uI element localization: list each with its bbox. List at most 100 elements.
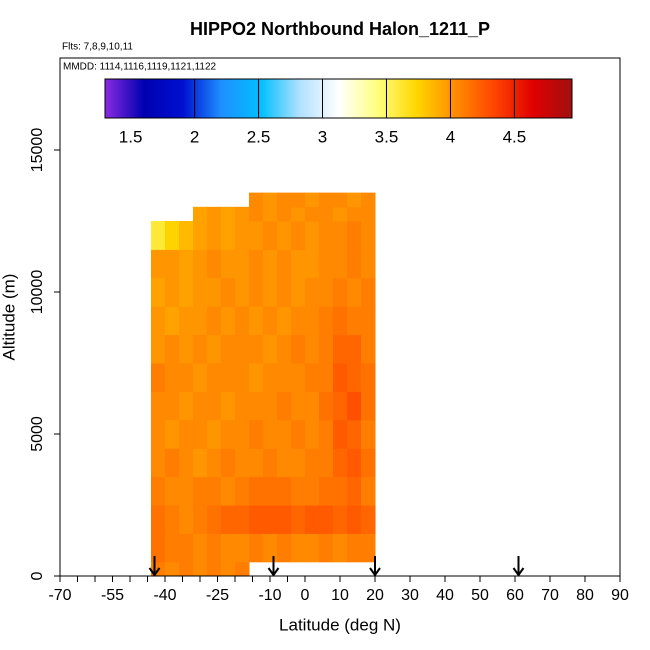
heatmap-cell: [193, 505, 208, 534]
x-tick-label: -40: [153, 587, 176, 604]
heatmap-cell: [207, 448, 222, 478]
heatmap-cell: [291, 476, 306, 506]
heatmap-cell: [207, 391, 222, 421]
heatmap-cell: [333, 221, 348, 250]
heatmap-cell: [361, 391, 376, 421]
heatmap-cell: [263, 391, 278, 421]
heatmap-cell: [165, 533, 180, 563]
heatmap-cell: [165, 505, 180, 534]
heatmap-cell: [333, 448, 348, 478]
arrow: [512, 556, 525, 577]
heatmap-cell: [361, 533, 376, 563]
heatmap-cell: [305, 391, 320, 421]
heatmap-cell: [193, 221, 208, 250]
heatmap-cell: [179, 363, 194, 392]
colorbar: [104, 78, 573, 119]
heatmap-cell: [249, 363, 264, 392]
heatmap-cell: [333, 419, 348, 449]
heatmap-cell: [249, 419, 264, 449]
x-tick-label: 50: [471, 587, 489, 604]
heatmap-cell: [207, 505, 222, 534]
heatmap-cell: [333, 334, 348, 364]
heatmap-cell: [319, 334, 334, 364]
heatmap-cell: [221, 561, 236, 577]
heatmap-cell: [291, 505, 306, 534]
heatmap-cell: [361, 334, 376, 364]
heatmap-cell: [235, 476, 250, 506]
heatmap-cell: [319, 391, 334, 421]
heatmap-cell: [151, 448, 166, 478]
heatmap-cell: [305, 249, 320, 279]
heatmap-cell: [277, 221, 292, 250]
heatmap-cell: [249, 306, 264, 336]
colorbar-tick-label: 1.5: [119, 127, 143, 146]
heatmap-cell: [319, 476, 334, 506]
heatmap-cell: [361, 476, 376, 506]
heatmap-cell: [347, 391, 362, 421]
heatmap-cell: [305, 533, 320, 563]
heatmap-cell: [207, 419, 222, 449]
heatmap-cell: [305, 306, 320, 336]
heatmap-cell: [179, 334, 194, 364]
heatmap-cell: [263, 419, 278, 449]
arrow-head: [148, 567, 161, 577]
heatmap-cell: [277, 448, 292, 478]
heatmap-cell: [151, 391, 166, 421]
annotation: MMDD: 1114,1116,1119,1121,1122: [63, 62, 217, 73]
x-tick-label: -55: [101, 587, 124, 604]
heatmap-cell: [179, 561, 194, 577]
heatmap-cell: [319, 533, 334, 563]
heatmap-cell: [319, 249, 334, 279]
heatmap-cell: [277, 476, 292, 506]
heatmap-cell: [249, 249, 264, 279]
heatmap-cell: [291, 533, 306, 563]
heatmap-cell: [361, 505, 376, 534]
heatmap-cell: [235, 306, 250, 336]
heatmap-cell: [361, 206, 376, 222]
heatmap-cell: [347, 505, 362, 534]
y-tick-label: 5000: [29, 416, 46, 452]
heatmap-cell: [333, 391, 348, 421]
heatmap-cell: [347, 419, 362, 449]
heatmap-cell: [333, 249, 348, 279]
heatmap-cell: [207, 249, 222, 279]
heatmap-cell: [249, 448, 264, 478]
heatmap-cell: [347, 206, 362, 222]
heatmap-cell: [193, 277, 208, 307]
x-tick-label: 70: [541, 587, 559, 604]
heatmap-cell: [291, 391, 306, 421]
heatmap-cell: [193, 363, 208, 392]
heatmap-cell: [333, 306, 348, 336]
heatmap-cell: [319, 505, 334, 534]
heatmap-cell: [263, 505, 278, 534]
heatmap-cell: [193, 561, 208, 577]
heatmap-cell: [277, 192, 292, 208]
heatmap-cell: [193, 334, 208, 364]
heatmap-cell: [165, 363, 180, 392]
heatmap-cell: [151, 249, 166, 279]
heatmap-cell: [263, 448, 278, 478]
heatmap-cell: [263, 334, 278, 364]
heatmap-cell: [235, 505, 250, 534]
x-tick-label: 30: [401, 587, 419, 604]
heatmap-cell: [361, 363, 376, 392]
heatmap-cell: [291, 363, 306, 392]
heatmap-cell: [277, 363, 292, 392]
heatmap-cell: [165, 561, 180, 577]
heatmap-cell: [291, 306, 306, 336]
heatmap-cell: [193, 419, 208, 449]
colorbar-tick-label: 3: [318, 127, 327, 146]
heatmap-cell: [361, 306, 376, 336]
heatmap-cell: [151, 533, 166, 563]
heatmap-cell: [277, 391, 292, 421]
heatmap-cell: [277, 533, 292, 563]
heatmap-cell: [333, 206, 348, 222]
heatmap-cell: [277, 206, 292, 222]
arrow-head: [512, 567, 525, 577]
heatmap-cell: [165, 476, 180, 506]
heatmap-cell: [193, 448, 208, 478]
heatmap-cell: [151, 476, 166, 506]
heatmap-cell: [347, 533, 362, 563]
heatmap-cell: [333, 533, 348, 563]
heatmap-cell: [165, 334, 180, 364]
